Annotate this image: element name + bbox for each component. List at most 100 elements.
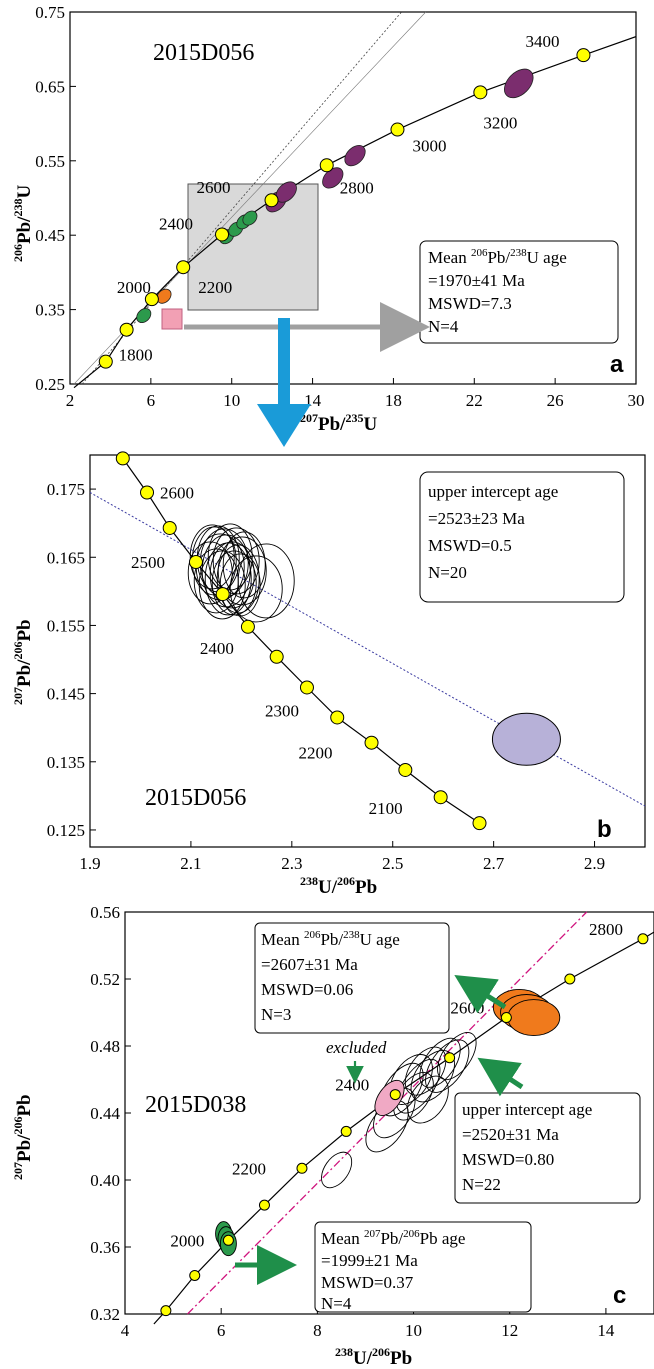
concordia-point xyxy=(330,710,345,725)
b-xtick-label: 2.5 xyxy=(382,854,403,873)
concordia-age-label: 3000 xyxy=(412,137,446,156)
concordia-point xyxy=(176,260,191,275)
concordia-point xyxy=(264,193,279,208)
zircon-ellipse xyxy=(187,541,233,605)
a-xtick-label: 2 xyxy=(66,391,75,410)
panel-c-annotation1-line4: N=3 xyxy=(261,1005,291,1024)
concordia-age-label: 2400 xyxy=(335,1076,369,1095)
concordia-age-label: 2600 xyxy=(450,999,484,1018)
concordia-age-label: 2100 xyxy=(369,799,403,818)
concordia-age-label: 2800 xyxy=(589,920,623,939)
concordia-point xyxy=(258,1199,270,1211)
blue-arrow xyxy=(257,318,311,447)
concordia-point xyxy=(433,790,448,805)
concordia-point xyxy=(473,85,488,100)
concordia-point xyxy=(444,1052,456,1064)
panel-b-annotation-box: upper intercept age =2523±23 Ma MSWD=0.5… xyxy=(419,471,625,603)
concordia-point xyxy=(222,1234,234,1246)
b-xtick-label: 2.1 xyxy=(180,854,201,873)
concordia-age-label: 2600 xyxy=(197,178,231,197)
panel-c-annotation3-line3: MSWD=0.37 xyxy=(321,1273,414,1292)
zircon-ellipse xyxy=(419,1037,461,1088)
zircon-ellipse xyxy=(322,167,344,189)
a-xtick-label: 18 xyxy=(385,391,402,410)
panel-b-ylabel: 207Pb/206Pb xyxy=(11,619,35,705)
b-ytick-label: 0.175 xyxy=(47,480,85,499)
concordia-age-label: 1800 xyxy=(119,346,153,365)
zircon-ellipse xyxy=(212,527,260,595)
b-ytick-label: 0.135 xyxy=(47,753,85,772)
a-xtick-label: 10 xyxy=(223,391,240,410)
a-ytick-label: 0.55 xyxy=(35,152,65,171)
zoom-box-pink xyxy=(161,308,183,330)
concordia-age-label: 2400 xyxy=(200,639,234,658)
a-ytick-label: 0.35 xyxy=(35,301,65,320)
panel-a-annotation-box: Mean 206Pb/238U age =1970±41 Ma MSWD=7.3… xyxy=(419,240,619,344)
b-ytick-label: 0.165 xyxy=(47,548,85,567)
panel-a-reference-line xyxy=(81,11,402,385)
zircon-ellipse xyxy=(344,144,366,167)
concordia-age-label: 2800 xyxy=(340,178,374,197)
concordia-point xyxy=(564,973,576,985)
zircon-ellipse xyxy=(407,1075,449,1124)
b-ytick-label: 0.155 xyxy=(47,616,85,635)
zircon-ellipse xyxy=(219,553,261,617)
panel-c-ylabel: 207Pb/206Pb xyxy=(11,1094,35,1180)
concordia-point xyxy=(140,485,155,500)
concordia-point xyxy=(299,680,314,695)
panel-c-annotation1-line1: Mean 206Pb/238U age xyxy=(261,929,400,949)
zoom-box-b xyxy=(187,183,319,311)
concordia-point xyxy=(115,451,130,466)
c-ytick-label: 0.32 xyxy=(90,1305,120,1324)
a-xtick-label: 6 xyxy=(147,391,156,410)
panel-a-letter: a xyxy=(610,351,624,378)
concordia-age-label: 3200 xyxy=(483,113,517,132)
concordia-age-label: 2400 xyxy=(159,214,193,233)
b-xtick-label: 2.7 xyxy=(483,854,505,873)
zircon-ellipse xyxy=(404,1046,447,1096)
concordia-point xyxy=(364,735,379,750)
zircon-ellipse xyxy=(209,541,255,609)
a-xtick-label: 26 xyxy=(547,391,564,410)
green-arrow-2607 xyxy=(454,974,507,1014)
concordia-point xyxy=(296,1162,308,1174)
a-ytick-label: 0.45 xyxy=(35,226,65,245)
zircon-ellipse xyxy=(222,531,266,599)
concordia-point xyxy=(576,48,591,63)
excluded-label: excluded xyxy=(326,1038,387,1057)
concordia-point xyxy=(389,1089,401,1101)
concordia-age-label: 2300 xyxy=(265,701,299,720)
panel-a-xlabel: 207Pb/235U xyxy=(300,411,377,435)
panel-a-ylabel: 206Pb/238U xyxy=(11,185,35,262)
panel-c-letter: c xyxy=(613,1282,626,1309)
b-xtick-label: 2.9 xyxy=(584,854,605,873)
panel-c-annotation2-line3: MSWD=0.80 xyxy=(462,1150,554,1169)
zircon-ellipse xyxy=(425,1039,470,1093)
panel-c-annotation-box-2: upper intercept age =2520±31 Ma MSWD=0.8… xyxy=(454,1092,641,1204)
c-ytick-label: 0.48 xyxy=(90,1037,120,1056)
panel-b-frame xyxy=(89,454,646,848)
zircon-ellipse xyxy=(504,68,534,99)
panel-c-annotation-box-1: Mean 206Pb/238U age =2607±31 Ma MSWD=0.0… xyxy=(254,922,450,1034)
green-arrow-2520 xyxy=(477,1057,524,1097)
orange-ellipse xyxy=(507,999,561,1036)
concordia-point xyxy=(269,649,284,664)
panel-b-annotation-line2: =2523±23 Ma xyxy=(428,509,525,528)
panel-c-annotation1-line2: =2607±31 Ma xyxy=(261,955,358,974)
panel-c-annotation2-line2: =2520±31 Ma xyxy=(462,1125,559,1144)
panel-b-letter: b xyxy=(597,816,612,843)
c-xtick-label: 10 xyxy=(405,1321,422,1340)
concordia-age-label: 2500 xyxy=(131,553,165,572)
zircon-ellipse xyxy=(321,1151,353,1189)
concordia-age-label: 2200 xyxy=(299,744,333,763)
panel-a-annotation-line4: N=4 xyxy=(428,317,459,336)
concordia-point xyxy=(215,587,230,602)
concordia-point xyxy=(215,227,230,242)
b-xtick-label: 2.3 xyxy=(281,854,302,873)
concordia-age-label: 2200 xyxy=(232,1159,266,1178)
panel-a-sample-label: 2015D056 xyxy=(153,40,254,66)
concordia-point xyxy=(319,158,334,173)
concordia-point xyxy=(500,1012,512,1024)
panel-c-annotation2-line4: N=22 xyxy=(462,1175,501,1194)
b-ytick-label: 0.145 xyxy=(47,685,85,704)
